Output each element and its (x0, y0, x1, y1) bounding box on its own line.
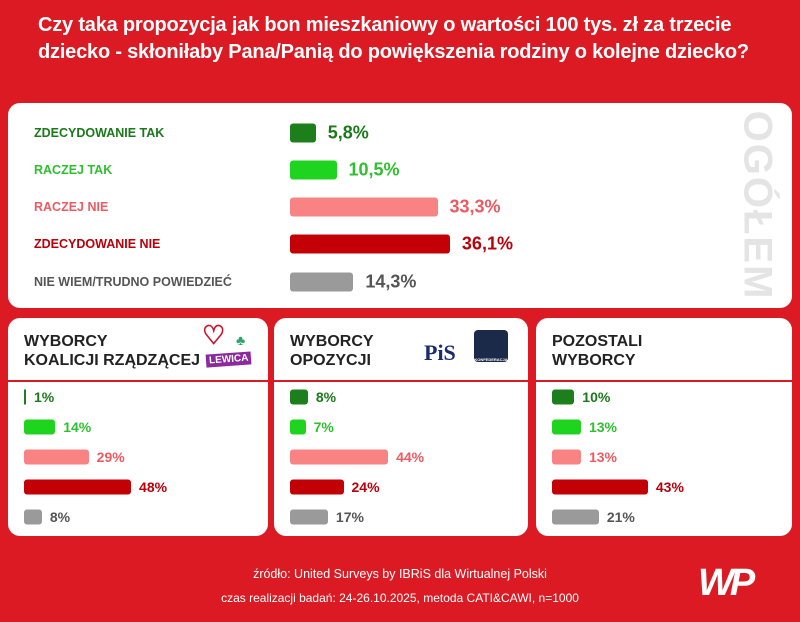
opposition-voters-panel: WYBORCY OPOZYCJI PiS KONFEDERACJA 8% 7% 44%… (274, 318, 528, 536)
bar-zdecydowanie-tak (290, 389, 308, 405)
panel-title: WYBORCY OPOZYCJI (290, 333, 374, 369)
value-label: 13% (588, 419, 618, 435)
clover-logo-icon: ♣ (236, 332, 246, 348)
value-label: 21% (606, 509, 635, 525)
value-label: 24% (351, 479, 380, 495)
value-label: 48% (139, 479, 168, 495)
panel-title: POZOSTALI WYBORCY (552, 333, 643, 369)
panel-divider (274, 380, 528, 382)
lewica-logo: LEWICA (205, 351, 252, 368)
bar-zdecydowanie-nie (552, 479, 648, 495)
value-label: 10% (582, 389, 611, 405)
value-label: 33,3% (449, 196, 501, 217)
value-label: 13% (588, 449, 618, 465)
bar-zdecydowanie-tak (24, 389, 26, 405)
bar-nie-wiem-trudno-powiedzie- (24, 509, 42, 525)
bar-raczej-nie (290, 197, 438, 217)
category-label: NIE WIEM/TRUDNO POWIEDZIEĆ (34, 275, 232, 289)
panel-title: WYBORCY KOALICJI RZĄDZĄCEJ (24, 333, 201, 369)
source-text: źródło: United Surveys by IBRiS dla Wirt… (253, 567, 547, 581)
bar-nie-wiem-trudno-powiedzie- (290, 509, 328, 525)
wp-logo: WP (698, 562, 755, 604)
overall-vertical-title: OGÓŁEM (735, 110, 780, 301)
value-label: 14% (63, 419, 92, 435)
pis-logo: PiS (424, 340, 456, 365)
other-voters-panel: POZOSTALI WYBORCY 10% 13% 13% 43% 21% (536, 318, 792, 536)
value-label: 36,1% (461, 233, 513, 254)
category-label: RACZEJ TAK (34, 163, 113, 177)
panel-divider (536, 380, 792, 382)
bar-nie-wiem-trudno-powiedzie- (290, 272, 354, 292)
category-label: RACZEJ NIE (34, 200, 109, 214)
bar-nie-wiem-trudno-powiedzie- (552, 509, 599, 525)
bar-zdecydowanie-nie (290, 234, 450, 254)
bar-zdecydowanie-nie (24, 479, 132, 495)
bar-raczej-nie (290, 449, 389, 465)
chart-title: Czy taka propozycja jak bon mieszkaniowy… (38, 14, 749, 63)
bar-zdecydowanie-tak (290, 123, 316, 143)
bar-raczej-tak (290, 160, 337, 180)
overall-panel: OGÓŁEM ZDECYDOWANIE TAK 5,8% RACZEJ TAK 10,… (8, 103, 792, 308)
panel-divider (8, 380, 268, 382)
value-label: 8% (49, 509, 71, 525)
value-label: 7% (313, 419, 334, 435)
value-label: 10,5% (348, 159, 400, 180)
value-label: 8% (315, 389, 337, 405)
value-label: 17% (335, 509, 364, 525)
bar-zdecydowanie-nie (290, 479, 344, 495)
value-label: 43% (655, 479, 684, 495)
value-label: 29% (96, 449, 125, 465)
bar-raczej-tak (24, 419, 56, 435)
value-label: 5,8% (327, 122, 369, 143)
method-text: czas realizacji badań: 24-26.10.2025, me… (221, 591, 579, 605)
value-label: 1% (34, 389, 55, 405)
category-label: ZDECYDOWANIE NIE (34, 237, 161, 251)
bar-raczej-tak (552, 419, 581, 435)
coalition-voters-panel: WYBORCY KOALICJI RZĄDZĄCEJ ♡ ♣ LEWICA 1% 1… (8, 318, 268, 536)
value-label: 44% (396, 449, 425, 465)
bar-zdecydowanie-tak (552, 389, 575, 405)
value-label: 14,3% (365, 271, 417, 292)
bar-raczej-tak (290, 419, 306, 435)
heart-logo-icon: ♡ (202, 320, 226, 350)
bar-raczej-nie (24, 449, 89, 465)
bar-raczej-nie (552, 449, 581, 465)
category-label: ZDECYDOWANIE TAK (34, 126, 165, 140)
konfederacja-logo: KONFEDERACJA (474, 330, 508, 362)
